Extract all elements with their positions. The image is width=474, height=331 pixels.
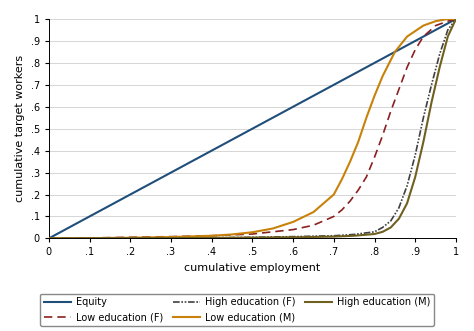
X-axis label: cumulative employment: cumulative employment	[184, 263, 320, 273]
Y-axis label: cumulative target workers: cumulative target workers	[15, 55, 25, 202]
Legend: Equity, Low education (F), High education (F), Low education (M), High education: Equity, Low education (F), High educatio…	[40, 294, 434, 326]
